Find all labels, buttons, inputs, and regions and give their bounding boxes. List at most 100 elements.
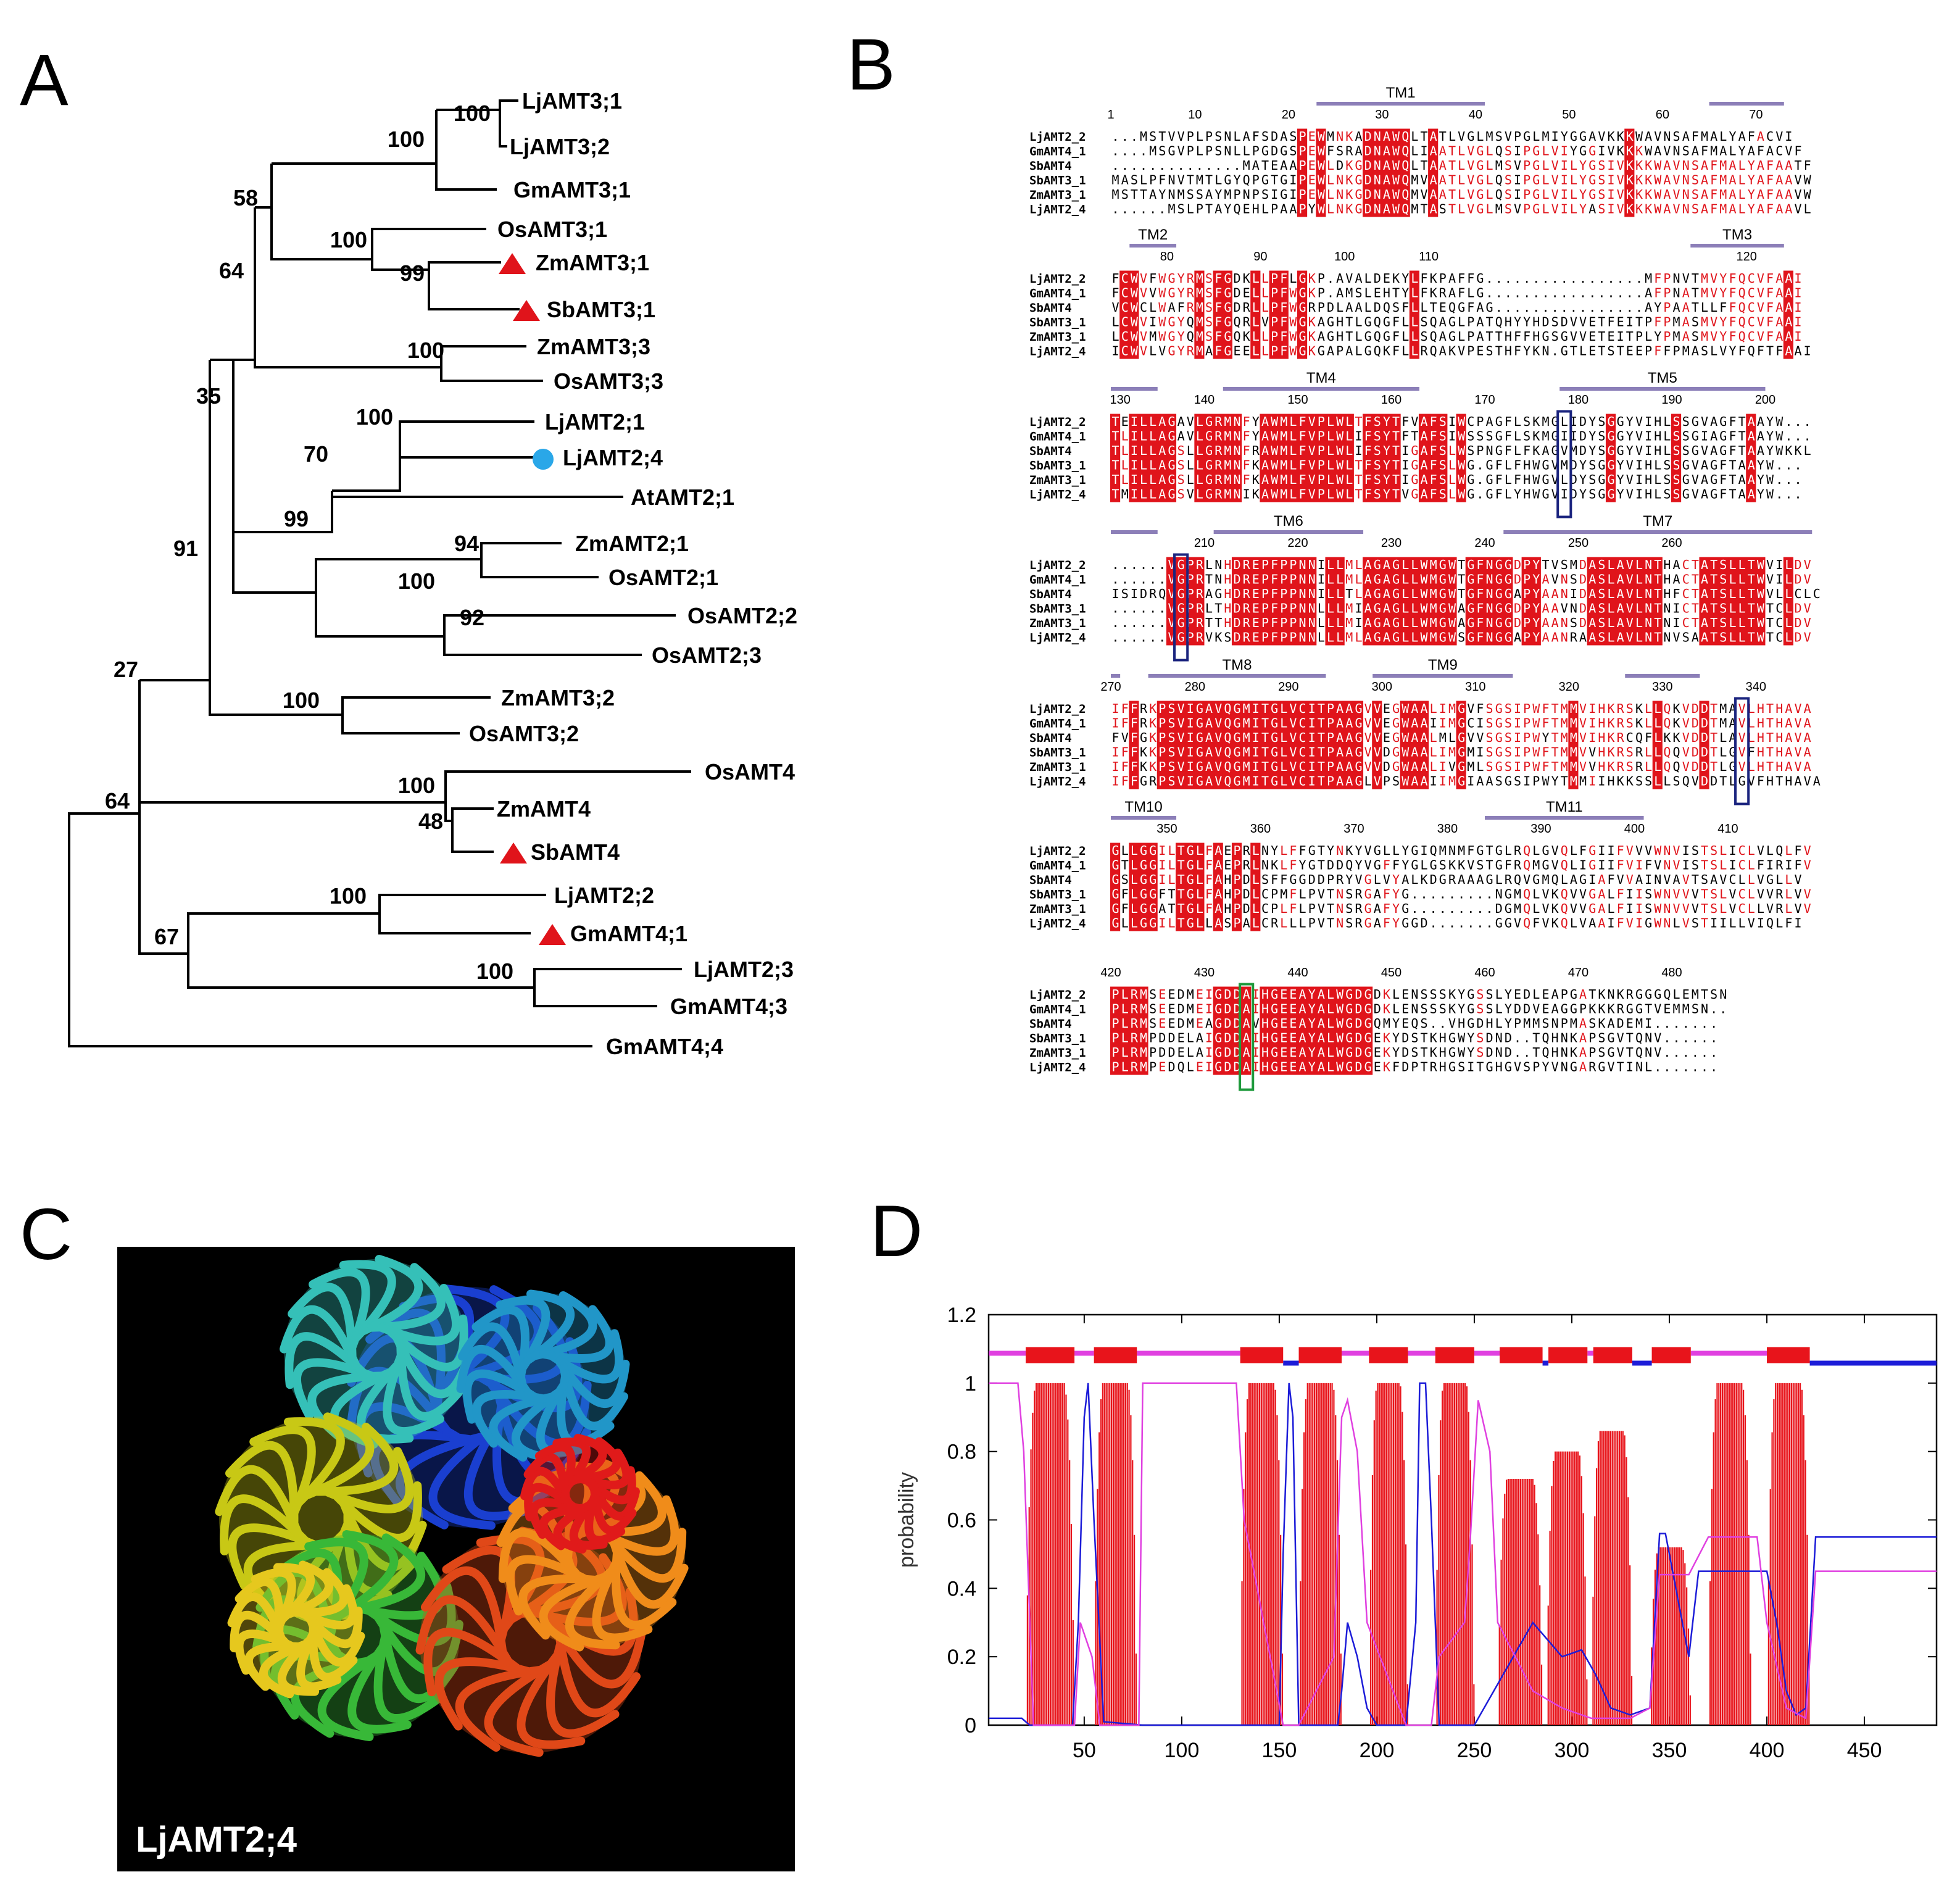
residue: A [1588, 916, 1596, 931]
residue: N [1336, 843, 1343, 858]
panel-label-a: A [20, 40, 69, 121]
residue: S [1626, 759, 1634, 774]
conserved-column [1110, 986, 1121, 1075]
residue: A [1336, 701, 1343, 716]
conserved-column [1400, 701, 1410, 789]
residue: I [1205, 1002, 1213, 1017]
residue: S [1523, 1060, 1530, 1075]
residue: L [1131, 901, 1138, 916]
residue: K [1626, 129, 1634, 144]
residue: G [1439, 630, 1447, 645]
residue: G [1177, 601, 1185, 616]
residue: L [1785, 843, 1792, 858]
residue: . [1523, 271, 1530, 286]
residue: L [1411, 158, 1418, 173]
residue: M [1243, 759, 1250, 774]
residue: D [1795, 630, 1802, 645]
residue: N [1486, 443, 1493, 458]
residue: N [1561, 1060, 1568, 1075]
helix-ribbon [277, 1636, 320, 1696]
residue: . [1158, 158, 1166, 173]
residue: G [1205, 472, 1213, 487]
residue: L [1121, 1002, 1129, 1017]
residue: R [1617, 701, 1625, 716]
residue: I [1158, 858, 1166, 873]
helix-ribbon [559, 1364, 629, 1431]
residue: S [1467, 429, 1474, 444]
residue: . [1710, 1016, 1717, 1031]
residue: F [1458, 286, 1465, 301]
residue: V [1318, 916, 1325, 931]
residue: . [1486, 887, 1493, 902]
residue: G [1168, 429, 1175, 444]
leaf-label: OsAMT3;2 [469, 721, 579, 746]
residue: G [1505, 615, 1512, 630]
residue: L [1729, 586, 1736, 601]
residue: G [1682, 487, 1690, 502]
residue: C [1299, 745, 1306, 760]
residue: L [1448, 472, 1456, 487]
residue: . [1775, 458, 1783, 473]
residue: . [1486, 901, 1493, 916]
residue: . [1626, 286, 1634, 301]
sequence-name: GmAMT4_1 [1029, 430, 1086, 444]
residue: Q [1673, 745, 1680, 760]
residue: A [1617, 557, 1624, 572]
residue: A [1738, 458, 1746, 473]
residue: . [1234, 158, 1241, 173]
residue: A [1345, 774, 1353, 789]
residue: G [1411, 916, 1418, 931]
residue: W [1271, 487, 1279, 502]
residue: N [1495, 887, 1503, 902]
residue: I [1608, 916, 1615, 931]
residue: I [1626, 315, 1634, 330]
residue: R [1336, 872, 1344, 887]
x-tick-label: 150 [1262, 1739, 1297, 1762]
residue: I [1608, 187, 1615, 202]
residue: L [1196, 472, 1203, 487]
residue: A [1421, 774, 1428, 789]
residue: F [1364, 429, 1372, 444]
residue: F [1289, 858, 1297, 873]
residue: L [1252, 887, 1260, 902]
residue: D [1168, 1031, 1175, 1046]
residue: Y [1392, 1031, 1400, 1046]
residue: S [1505, 716, 1512, 731]
triangle-marker-icon [539, 924, 566, 945]
residue: A [1476, 774, 1484, 789]
residue: A [1364, 557, 1372, 572]
residue: S [1149, 129, 1156, 144]
helix-ribbon [420, 1566, 507, 1655]
residue: S [1682, 630, 1690, 645]
residue: E [1177, 1031, 1185, 1046]
residue: G [1411, 458, 1418, 473]
residue: M [1280, 458, 1287, 473]
residue: S [1505, 158, 1512, 173]
residue: L [1280, 858, 1287, 873]
helix-ribbon [596, 1495, 679, 1556]
residue: L [1327, 630, 1334, 645]
residue: D [1234, 572, 1241, 587]
residue: V [1795, 716, 1802, 731]
residue: S [1149, 1002, 1156, 1017]
sequence-name: LjAMT2_4 [1029, 1061, 1086, 1075]
residue: S [1673, 472, 1680, 487]
residue: W [1336, 1016, 1344, 1031]
residue: F [1729, 315, 1736, 330]
residue: S [1486, 1002, 1493, 1017]
conserved-column [1493, 557, 1504, 646]
residue: A [1336, 774, 1343, 789]
residue: E [1308, 158, 1316, 173]
residue: K [1243, 329, 1250, 344]
residue: A [1355, 144, 1362, 159]
residue: N [1719, 987, 1727, 1002]
conserved-column [1166, 701, 1177, 789]
residue: D [1701, 716, 1708, 731]
residue: G [1476, 286, 1484, 301]
residue: V [1626, 858, 1634, 873]
residue: G [1635, 987, 1643, 1002]
residue: F [1766, 329, 1774, 344]
residue: . [1158, 572, 1166, 587]
residue: I [1514, 759, 1521, 774]
residue: L [1421, 300, 1428, 315]
